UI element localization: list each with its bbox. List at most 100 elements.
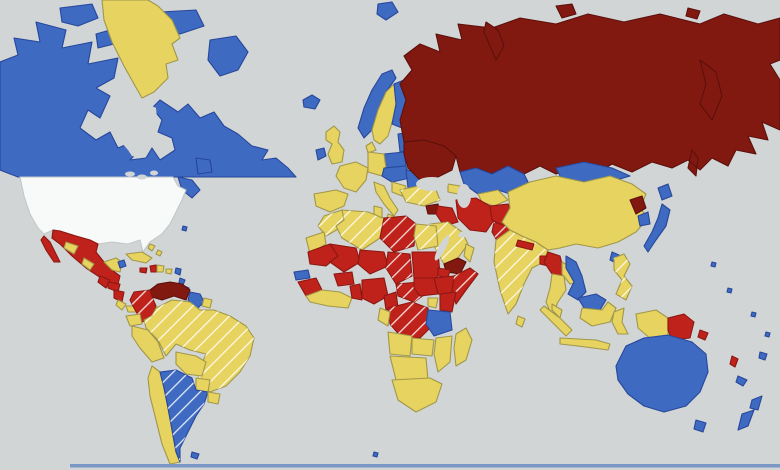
country-sri-lanka (515, 315, 526, 328)
country-australia (615, 334, 709, 413)
country-brazil-hatch-overlay (144, 300, 254, 392)
country-south-sudan (413, 277, 439, 297)
country-benin-togo (349, 283, 363, 301)
country-new-zealand (737, 395, 763, 431)
country-oman (463, 243, 475, 263)
country-japan (643, 183, 673, 253)
country-uruguay (207, 391, 221, 405)
country-tasmania (693, 419, 707, 433)
country-puerto-rico (165, 268, 173, 275)
persian-gulf (458, 230, 470, 238)
country-sumatra (539, 305, 573, 337)
country-western-sahara (305, 231, 327, 255)
country-russia (399, 13, 780, 177)
country-china (501, 175, 649, 251)
country-philippines-hatch-overlay (614, 254, 632, 300)
country-vietnam-cambodia (565, 255, 587, 301)
country-senegal (293, 269, 311, 281)
country-denmark (365, 141, 377, 154)
country-venezuela (149, 281, 191, 301)
country-norway (357, 69, 397, 139)
country-kenya (439, 291, 457, 313)
country-pacific-islands (181, 225, 771, 458)
country-sulawesi (611, 307, 629, 335)
country-morocco-hatch-overlay (318, 210, 350, 236)
country-suriname (201, 297, 213, 309)
country-south-korea (637, 211, 651, 227)
country-cuba (125, 251, 153, 264)
country-india-hatch-overlay (494, 230, 548, 314)
country-solomon-islands (697, 329, 709, 341)
country-java (559, 337, 611, 351)
country-vanuatu (729, 355, 739, 368)
country-bolivia (175, 351, 207, 377)
country-west-africa-coast (305, 289, 353, 309)
country-ireland (315, 147, 327, 161)
country-france (335, 161, 369, 193)
country-iberia (313, 189, 349, 213)
country-uganda (427, 297, 439, 309)
country-bahamas (147, 243, 163, 257)
country-peru (131, 325, 165, 363)
country-tunisia (373, 205, 383, 219)
country-baja-california (40, 235, 61, 263)
country-mozambique (433, 335, 453, 373)
country-somalia-hatch-overlay (452, 268, 478, 304)
country-greenland (101, 0, 181, 99)
country-novaya-zemlya (483, 21, 505, 61)
great-lakes (125, 171, 135, 177)
red-sea (434, 235, 450, 261)
baltic-sea (387, 127, 397, 149)
country-severnaya-zemlya (555, 3, 577, 19)
country-zambia (411, 337, 435, 357)
country-argentina-hatch-overlay (160, 370, 208, 462)
country-costa-rica (115, 299, 127, 311)
country-egypt-hatch-overlay (414, 224, 438, 250)
country-nigeria (361, 277, 389, 305)
country-newfoundland (195, 157, 213, 175)
country-papua-new-guinea (667, 313, 695, 341)
country-guyana (187, 291, 205, 311)
country-ukraine-belarus (403, 139, 457, 181)
country-guatemala (97, 275, 111, 289)
country-usa (19, 176, 187, 253)
country-fiji (758, 351, 768, 361)
country-mali (329, 243, 361, 273)
country-madagascar (453, 327, 473, 367)
antarctica-edge-line (70, 464, 780, 468)
country-burkina-faso (333, 271, 355, 287)
country-new-caledonia (735, 375, 748, 387)
country-iceland (302, 94, 321, 110)
country-dr-congo-hatch-overlay (388, 302, 432, 338)
country-gabon-congo (377, 307, 391, 327)
country-canada (0, 21, 297, 178)
country-borneo-malaysia (577, 293, 607, 311)
country-tanzania (425, 309, 453, 337)
country-chad-hatch-overlay (386, 252, 412, 284)
country-angola (387, 331, 413, 357)
country-haiti (149, 264, 158, 273)
country-jamaica (139, 267, 148, 274)
country-turkey-hatch-overlay (400, 186, 440, 206)
country-north-korea (629, 195, 647, 215)
country-ecuador (125, 313, 143, 327)
country-falkland-islands (190, 451, 200, 460)
great-lakes-3 (150, 170, 158, 176)
country-dominican-republic (156, 264, 165, 273)
country-libya-hatch-overlay (380, 216, 416, 252)
country-poland (383, 151, 407, 169)
hudson-bay (114, 100, 158, 158)
country-nepal (515, 239, 535, 251)
country-central-europe (381, 165, 411, 183)
country-mexico-yellow-states (63, 241, 95, 271)
black-sea (416, 177, 448, 191)
country-svalbard (376, 1, 399, 21)
country-uk (325, 125, 345, 165)
country-south-africa (391, 377, 443, 413)
great-lakes-2 (137, 174, 147, 180)
country-niger (357, 249, 389, 275)
country-namibia-botswana (389, 355, 429, 381)
caspian-sea (457, 184, 471, 208)
